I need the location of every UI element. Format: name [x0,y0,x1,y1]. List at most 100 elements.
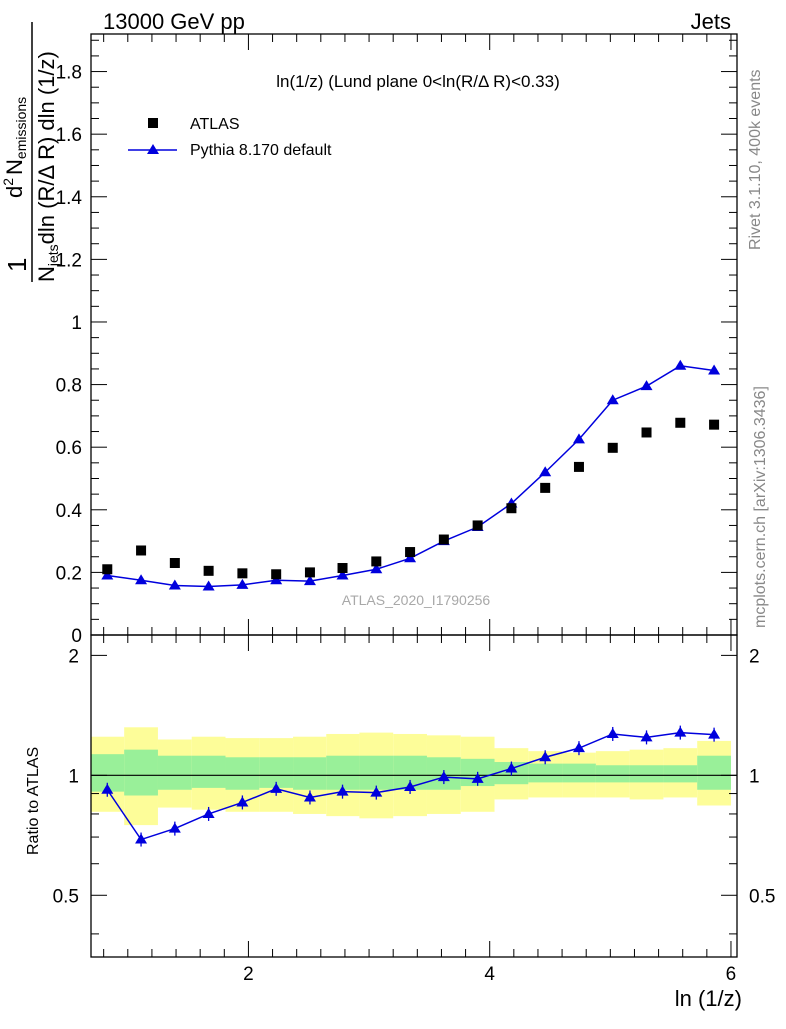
ratio-point [336,785,349,796]
pythia-point [539,466,552,477]
y-tick-label: 0.6 [56,438,82,459]
atlas-point [405,547,416,558]
inner-band-bin [225,757,260,790]
pythia-point [202,580,215,591]
rivet-version-label: Rivet 3.1.10, 400k events [747,69,764,250]
ylabel-jets-sub: jets [45,244,61,267]
ratio-point [640,731,653,742]
legend: ATLAS Pythia 8.170 default [128,116,332,159]
inner-band-bin [326,755,360,790]
pythia-point [101,569,114,580]
atlas-point [371,556,382,567]
ratio-uncertainty-bands [91,727,731,826]
x-axis-label: ln (1/z) [675,986,742,1011]
ratio-series [101,725,721,847]
y-tick-label: 1.2 [56,250,82,271]
inner-band-bin [293,757,327,790]
ratio-frame [90,634,738,958]
ratio-point [135,833,148,844]
analysis-watermark: ATLAS_2020_I1790256 [342,592,491,608]
y-tick-label: 0.8 [56,376,82,397]
ratio-y-tick-label-right: 2 [749,646,760,667]
pythia-point [674,359,687,370]
ylabel-numerator: d2 Nemissions [0,97,29,198]
pythia-point [404,552,417,563]
ratio-y-tick-label-left: 1 [68,766,79,787]
y-tick-label: 0.2 [56,563,82,584]
pythia-point [708,364,721,375]
y-tick-label: 1.4 [56,188,83,209]
atlas-point [675,417,686,428]
atlas-point [540,482,551,493]
ratio-point [471,772,484,783]
atlas-point [203,565,214,576]
ratio-point [270,782,283,793]
pythia-point [336,569,349,580]
atlas-point [472,520,483,531]
pythia-point [606,394,619,405]
y-tick-label: 0 [71,626,82,647]
ratio-point [101,783,114,794]
inner-band-bin [528,763,563,783]
ratio-point [505,762,518,773]
atlas-point [506,503,517,514]
mcplots-label: mcplots.cern.ch [arXiv:1306.3436] [752,386,769,628]
atlas-point [102,564,113,575]
inner-band-bin [359,755,394,790]
x-tick-label: 6 [726,964,737,985]
ratio-point [202,807,215,818]
main-frame [90,33,738,636]
ratio-point [370,786,383,797]
pythia-point [168,579,181,590]
atlas-point [438,534,449,545]
ratio-point [539,751,552,762]
y-tick-label: 0.4 [56,501,83,522]
ratio-y-tick-label-right: 1 [749,766,760,787]
y-tick-label: 1.8 [56,63,82,84]
axes: 0 0.2 0.4 0.6 0.8 1 1.2 1.4 1.6 1.8 2 4 6 0.5 0.5 1 1 2 2 [53,33,775,985]
atlas-point [169,558,180,569]
atlas-point [136,545,147,556]
atlas-point [271,569,282,580]
ylabel-emissions-sub: emissions [13,97,29,159]
inner-band-bin [191,755,226,788]
inner-band-bin [663,765,698,783]
inner-band-bin [595,765,630,783]
ratio-point [168,822,181,833]
legend-atlas-marker [148,118,158,128]
atlas-point [237,568,248,579]
x-tick-label: 2 [243,964,254,985]
inner-band-bin [157,755,192,790]
ratio-y-tick-label-left: 2 [68,646,79,667]
header-right: Jets [691,9,731,34]
legend-pythia-label: Pythia 8.170 default [190,142,332,159]
pythia-point [135,574,148,585]
ratio-point [708,728,721,739]
ylabel-denominator: Njetsdln (R/Δ R) dln (1/z) [34,51,61,282]
legend-atlas-label: ATLAS [190,116,240,133]
ylabel-den-rest: dln (R/Δ R) dln (1/z) [34,51,59,244]
ratio-point [236,796,249,807]
ratio-point [404,780,417,791]
main-ylabel: 1 Njetsdln (R/Δ R) dln (1/z) d2 Nemission… [0,22,61,282]
ylabel-num-rest: N [2,159,27,175]
inner-band-bin [629,765,664,783]
ratio-point [606,727,619,738]
ratio-point [303,791,316,802]
ratio-point [572,742,585,753]
main-series [101,359,721,591]
pythia-point [236,578,249,589]
atlas-point [607,442,618,453]
inner-band-bin [697,755,731,790]
atlas-point [573,461,584,472]
header-left: 13000 GeV pp [103,9,245,34]
atlas-point [337,563,348,574]
atlas-point [304,567,315,578]
x-tick-label: 4 [484,964,495,985]
pythia-point [303,575,316,586]
ylabel-num-main: d [2,186,27,198]
pythia-point [370,563,383,574]
pythia-point [640,380,653,391]
ratio-y-tick-label-left: 0.5 [53,886,79,907]
